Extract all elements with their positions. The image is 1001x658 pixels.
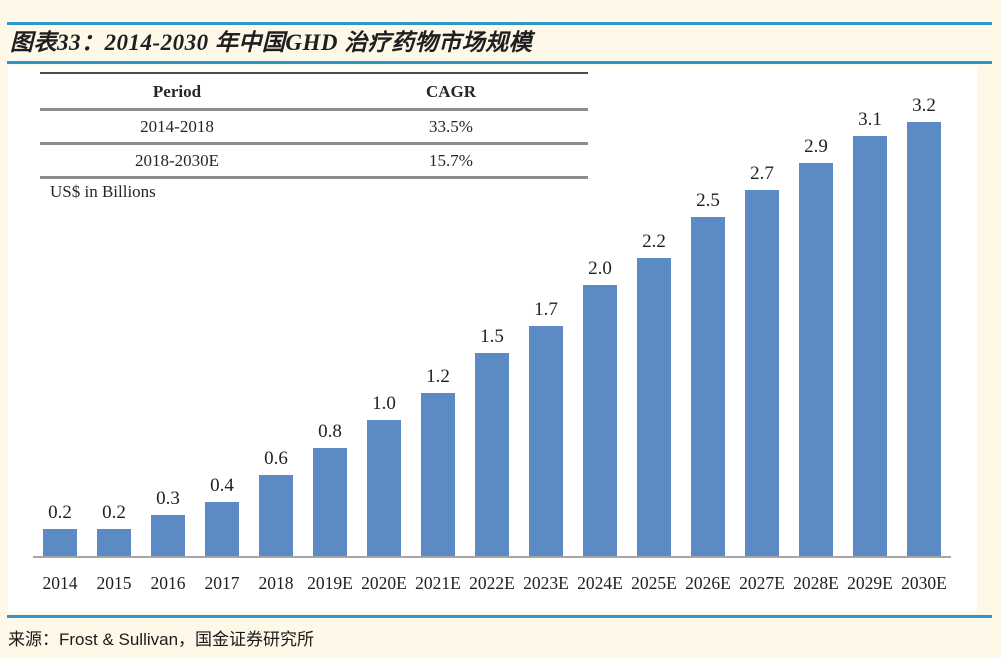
bar-group: 0.3 [141,66,195,556]
x-axis-label: 2026E [685,573,731,593]
bar-value-label: 2.0 [588,258,612,279]
x-axis-label: 2022E [469,573,515,593]
cagr-summary-table: Period CAGR 2014-2018 33.5% 2018-2030E 1… [40,72,588,179]
bar-value-label: 1.5 [480,326,504,347]
bar-group: 2.0 [573,66,627,556]
bar [259,475,293,556]
bar-value-label: 2.2 [642,231,666,252]
bar-group: 0.2 [87,66,141,556]
figure-title-bar: 图表33：2014-2030 年中国GHD 治疗药物市场规模 [7,22,992,64]
bar-value-label: 1.0 [372,393,396,414]
bar [691,217,725,556]
x-axis-label: 2025E [631,573,677,593]
bar-group: 2.2 [627,66,681,556]
x-axis-label: 2023E [523,573,569,593]
bar [313,448,347,556]
bar-value-label: 2.7 [750,163,774,184]
bar [853,136,887,556]
bar [475,353,509,556]
x-axis-labels: 2014 2015 2016 2017 2018 2019E 2020E 2021E 2022E… [33,572,951,594]
table-row: 2018-2030E 15.7% [40,145,588,179]
x-axis-label: 2030E [901,573,947,593]
bar [97,529,131,556]
bar-group: 0.4 [195,66,249,556]
table-header-row: Period CAGR [40,74,588,111]
bar-group: 0.2 [33,66,87,556]
bar [43,529,77,556]
bar-value-label: 1.7 [534,299,558,320]
x-axis-label: 2029E [847,573,893,593]
source-line: 来源：Frost & Sullivan，国金证券研究所 [8,630,315,649]
bar-value-label: 0.8 [318,421,342,442]
bar-value-label: 2.5 [696,190,720,211]
bar [745,190,779,556]
table-cell-period: 2014-2018 [140,117,214,136]
x-axis-label: 2019E [307,573,353,593]
bar [637,258,671,556]
bar [421,393,455,556]
bar [529,326,563,556]
bar-value-label: 3.2 [912,95,936,116]
x-axis-label: 2018 [258,573,294,593]
x-axis-label: 2014 [42,573,78,593]
bar-group: 2.5 [681,66,735,556]
bar-value-label: 0.3 [156,488,180,509]
bar [907,122,941,556]
bar [205,502,239,556]
bar-group: 2.9 [789,66,843,556]
bar [583,285,617,556]
bar-group: 0.8 [303,66,357,556]
chart-panel: 0.2 0.2 0.3 0.4 0.6 0.8 1.0 1.2 1.5 1.7 2.0 2.2 2.5 2… [8,66,977,612]
table-header-period: Period [152,82,202,101]
table-cell-period: 2018-2030E [134,151,220,170]
bar [151,515,185,556]
table-header-cagr: CAGR [425,82,477,101]
bottom-rule [7,615,992,618]
table-cell-cagr: 33.5% [429,117,473,136]
bar-group: 2.7 [735,66,789,556]
x-axis-label: 2015 [96,573,132,593]
unit-note: US$ in Billions [50,182,156,201]
table-row: 2014-2018 33.5% [40,111,588,145]
bar-group: 1.0 [357,66,411,556]
x-axis-label: 2016 [150,573,186,593]
x-axis-label: 2028E [793,573,839,593]
bar-value-label: 2.9 [804,136,828,157]
x-axis-label: 2020E [361,573,407,593]
x-axis-label: 2017 [204,573,240,593]
bar-group: 3.1 [843,66,897,556]
bar-value-label: 3.1 [858,109,882,130]
bar-group: 1.2 [411,66,465,556]
bar-value-label: 0.2 [102,502,126,523]
bar-value-label: 1.2 [426,366,450,387]
bar-value-label: 0.2 [48,502,72,523]
plot-area: 0.2 0.2 0.3 0.4 0.6 0.8 1.0 1.2 1.5 1.7 2.0 2.2 2.5 2… [33,66,951,558]
figure-title: 图表33：2014-2030 年中国GHD 治疗药物市场规模 [10,30,533,55]
bar-value-label: 0.6 [264,448,288,469]
x-axis-label: 2021E [415,573,461,593]
bar-group: 3.2 [897,66,951,556]
bar-value-label: 0.4 [210,475,234,496]
table-cell-cagr: 15.7% [429,151,473,170]
bar-group: 1.7 [519,66,573,556]
x-axis-label: 2024E [577,573,623,593]
x-axis-label: 2027E [739,573,785,593]
bar [799,163,833,556]
bar [367,420,401,556]
bar-group: 1.5 [465,66,519,556]
bar-group: 0.6 [249,66,303,556]
